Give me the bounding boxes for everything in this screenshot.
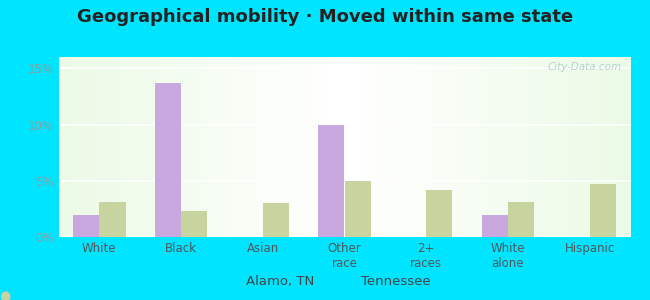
Bar bbox=[176, 57, 187, 237]
Bar bbox=[210, 57, 222, 237]
Bar bbox=[94, 57, 105, 237]
Text: Geographical mobility · Moved within same state: Geographical mobility · Moved within sam… bbox=[77, 8, 573, 26]
Bar bbox=[280, 57, 292, 237]
Bar bbox=[421, 57, 432, 237]
Bar bbox=[245, 57, 257, 237]
Bar bbox=[508, 202, 534, 237]
Bar bbox=[233, 57, 245, 237]
Bar bbox=[525, 57, 537, 237]
Legend: Alamo, TN, Tennessee: Alamo, TN, Tennessee bbox=[214, 270, 436, 293]
Bar bbox=[344, 181, 370, 237]
Bar bbox=[58, 57, 70, 237]
Bar bbox=[105, 57, 117, 237]
Bar bbox=[426, 190, 452, 237]
Bar bbox=[263, 203, 289, 237]
Bar bbox=[444, 57, 456, 237]
Bar bbox=[315, 57, 327, 237]
Bar bbox=[595, 57, 607, 237]
Bar bbox=[222, 57, 233, 237]
Bar bbox=[152, 57, 164, 237]
Bar bbox=[292, 57, 304, 237]
Bar bbox=[374, 57, 385, 237]
Bar bbox=[268, 57, 280, 237]
Bar bbox=[339, 57, 350, 237]
Bar bbox=[467, 57, 479, 237]
Bar bbox=[70, 57, 82, 237]
Bar bbox=[607, 57, 619, 237]
Bar bbox=[362, 57, 374, 237]
Bar bbox=[140, 57, 152, 237]
Bar bbox=[619, 57, 630, 237]
Bar bbox=[350, 57, 362, 237]
Bar bbox=[82, 57, 94, 237]
Bar bbox=[155, 83, 181, 237]
Bar bbox=[318, 124, 344, 237]
Bar bbox=[117, 57, 129, 237]
Bar bbox=[327, 57, 339, 237]
Bar bbox=[549, 57, 560, 237]
Bar bbox=[73, 214, 99, 237]
Bar bbox=[490, 57, 502, 237]
Bar bbox=[385, 57, 397, 237]
Bar bbox=[99, 202, 125, 237]
Text: City-Data.com: City-Data.com bbox=[548, 62, 622, 72]
Bar bbox=[304, 57, 315, 237]
Bar bbox=[560, 57, 572, 237]
Bar bbox=[514, 57, 525, 237]
Bar bbox=[479, 57, 490, 237]
Bar bbox=[482, 214, 508, 237]
Bar bbox=[409, 57, 421, 237]
Bar bbox=[164, 57, 176, 237]
Bar bbox=[432, 57, 444, 237]
Bar bbox=[257, 57, 268, 237]
Bar bbox=[129, 57, 140, 237]
Bar bbox=[181, 211, 207, 237]
Bar bbox=[397, 57, 409, 237]
Bar bbox=[590, 184, 616, 237]
Bar bbox=[502, 57, 514, 237]
Bar bbox=[584, 57, 595, 237]
Bar bbox=[199, 57, 210, 237]
Bar bbox=[572, 57, 584, 237]
Bar bbox=[537, 57, 549, 237]
Bar bbox=[456, 57, 467, 237]
Bar bbox=[187, 57, 199, 237]
